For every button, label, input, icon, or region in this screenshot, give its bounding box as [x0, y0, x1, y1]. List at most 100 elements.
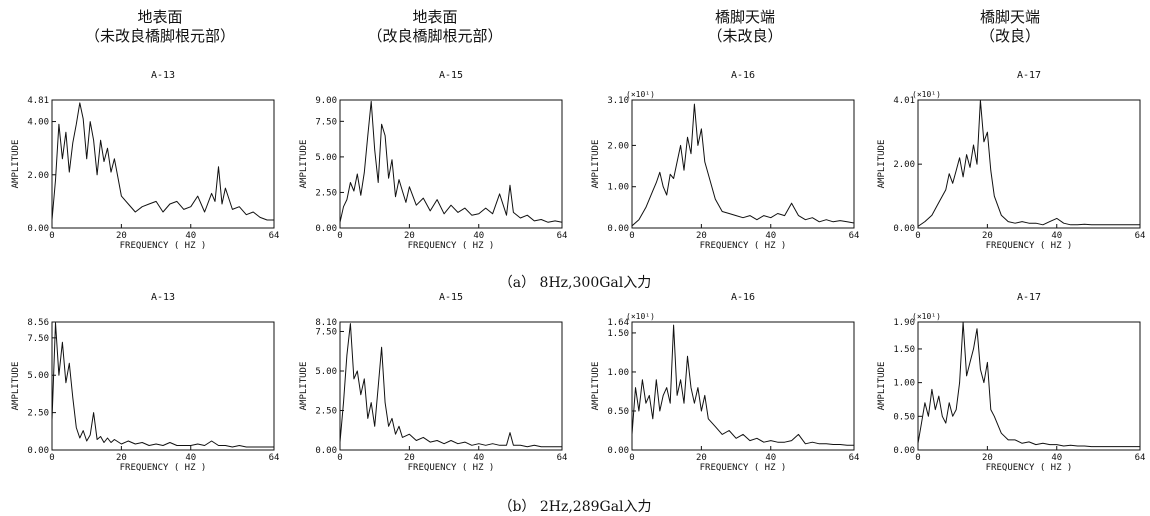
plot-6-title: A-15 — [439, 292, 463, 303]
plot-2-ytick-label-2: 5.00 — [315, 153, 337, 163]
plot-3-xtick-label-3: 64 — [849, 231, 860, 241]
plot-8-ylabel: AMPLITUDE — [877, 362, 887, 411]
column-title-4-line2: （改良） — [979, 27, 1040, 45]
plot-2-xtick-label-2: 40 — [473, 231, 484, 241]
plot-3-series-line-0 — [631, 103, 855, 227]
plot-3-ytick-label-2: 2.00 — [607, 141, 629, 151]
plot-6-xtick-label-3: 64 — [557, 453, 568, 463]
plot-1-xlabel: FREQUENCY ( HZ ) — [120, 241, 207, 251]
plot-8-ytick-label-1: 0.50 — [893, 412, 915, 422]
plot-6-ytick-label-0: 0.00 — [315, 446, 337, 456]
plot-1-xtick-label-3: 64 — [269, 231, 280, 241]
plot-2-series-line-0 — [339, 100, 563, 223]
plot-4-ytick-label-1: 2.00 — [893, 160, 915, 170]
plot-4-xlabel: FREQUENCY ( HZ ) — [986, 241, 1073, 251]
plot-6-frame — [339, 321, 563, 451]
plot-6-ytick-label-1: 2.50 — [315, 406, 337, 416]
plot-5-ytick-label-3: 7.50 — [27, 334, 49, 344]
plot-2-ytick-label-4: 9.00 — [315, 96, 337, 106]
plot-8-ytick-label-3: 1.50 — [893, 345, 915, 355]
plot-4-xtick-label-1: 20 — [982, 231, 993, 241]
plot-5-ytick-label-4: 8.56 — [27, 318, 49, 328]
plot-8-xtick-label-3: 64 — [1135, 453, 1146, 463]
plot-5-ytick-label-0: 0.00 — [27, 446, 49, 456]
plot-6-xtick-label-1: 20 — [404, 453, 415, 463]
plot-2-ytick-label-0: 0.00 — [315, 224, 337, 234]
plot-3-title: A-16 — [731, 70, 755, 81]
plot-7-title: A-16 — [731, 292, 755, 303]
plot-7-ytick-label-2: 1.00 — [607, 368, 629, 378]
plot-7-series-line-0 — [631, 324, 854, 446]
plot-7-ytick-label-0: 0.00 — [607, 446, 629, 456]
plot-3-xlabel: FREQUENCY ( HZ ) — [700, 241, 787, 251]
plot-1-series-line-0 — [51, 102, 274, 221]
plot-5-series-line-0 — [51, 322, 274, 448]
plot-7-xtick-label-0: 0 — [629, 453, 634, 463]
plot-2-ylabel: AMPLITUDE — [299, 140, 309, 189]
plot-5-ytick-label-1: 2.50 — [27, 409, 49, 419]
plot-4-title: A-17 — [1017, 70, 1041, 81]
plot-5-title: A-13 — [151, 292, 175, 303]
plot-8-xtick-label-0: 0 — [915, 453, 920, 463]
plot-4-ytick-label-0: 0.00 — [893, 224, 915, 234]
plot-6-xtick-label-0: 0 — [337, 453, 342, 463]
caption-a: （a） 8Hz,300Gal入力 — [498, 275, 652, 291]
plot-1-ylabel: AMPLITUDE — [11, 140, 21, 189]
plot-5-ylabel: AMPLITUDE — [11, 362, 21, 411]
plot-2-ytick-label-1: 2.50 — [315, 188, 337, 198]
plot-4-xtick-label-2: 40 — [1051, 231, 1062, 241]
plot-7-multiplier: (×10¹) — [626, 312, 655, 321]
plot-1-ytick-label-2: 4.00 — [27, 118, 49, 128]
plot-8-title: A-17 — [1017, 292, 1041, 303]
plot-2-xtick-label-0: 0 — [337, 231, 342, 241]
column-title-2: 地表面 （改良橋脚根元部） — [325, 8, 545, 46]
plot-7-ylabel: AMPLITUDE — [591, 362, 601, 411]
plot-6-xlabel: FREQUENCY ( HZ ) — [408, 463, 495, 473]
plot-3-xtick-label-2: 40 — [765, 231, 776, 241]
plot-8-xtick-label-1: 20 — [982, 453, 993, 463]
plot-5-xtick-label-2: 40 — [185, 453, 196, 463]
plot-8-ytick-label-2: 1.00 — [893, 379, 915, 389]
plot-4-series-line-0 — [917, 99, 1140, 227]
plot-5-frame — [51, 321, 275, 451]
plot-6-xtick-label-2: 40 — [473, 453, 484, 463]
plot-1-xtick-label-0: 0 — [49, 231, 54, 241]
plot-3-xtick-label-0: 0 — [629, 231, 634, 241]
plot-3-ylabel: AMPLITUDE — [591, 140, 601, 189]
plot-2-frame — [339, 99, 563, 229]
plot-1-title: A-13 — [151, 70, 175, 81]
plot-7-ytick-label-1: 0.50 — [607, 407, 629, 417]
plot-1-ytick-label-0: 0.00 — [27, 224, 49, 234]
plot-5-xtick-label-1: 20 — [116, 453, 127, 463]
plot-2-xtick-label-1: 20 — [404, 231, 415, 241]
column-title-3-line1: 橋脚天端 — [714, 8, 775, 26]
plot-7-ytick-label-4: 1.64 — [607, 318, 629, 328]
plot-8-ytick-label-4: 1.90 — [893, 318, 915, 328]
plot-4-frame — [917, 99, 1141, 229]
plot-2-xtick-label-3: 64 — [557, 231, 568, 241]
column-title-1-line2: （未改良橋脚根元部） — [84, 27, 235, 45]
plot-7-xtick-label-3: 64 — [849, 453, 860, 463]
column-title-2-line1: 地表面 — [412, 8, 458, 26]
plot-4-ytick-label-2: 4.01 — [893, 96, 915, 106]
plot-2-ytick-label-3: 7.50 — [315, 117, 337, 127]
plot-6-ytick-label-3: 7.50 — [315, 327, 337, 337]
plot-6-series-line-0 — [339, 323, 562, 448]
plot-4-multiplier: (×10¹) — [912, 90, 941, 99]
plot-7-xtick-label-2: 40 — [765, 453, 776, 463]
caption-b: （b） 2Hz,289Gal入力 — [498, 499, 652, 515]
column-title-1: 地表面 （未改良橋脚根元部） — [50, 8, 270, 46]
column-title-2-line2: （改良橋脚根元部） — [367, 27, 503, 45]
column-title-3-line2: （未改良） — [707, 27, 783, 45]
column-title-4: 橋脚天端 （改良） — [900, 8, 1120, 46]
plot-1-ytick-label-1: 2.00 — [27, 171, 49, 181]
plot-8-multiplier: (×10¹) — [912, 312, 941, 321]
plot-7-frame — [631, 321, 855, 451]
plot-6-ytick-label-2: 5.00 — [315, 367, 337, 377]
column-title-1-line1: 地表面 — [137, 8, 183, 26]
plot-5-xlabel: FREQUENCY ( HZ ) — [120, 463, 207, 473]
plot-1-ytick-label-3: 4.81 — [27, 96, 49, 106]
plot-6-ytick-label-4: 8.10 — [315, 318, 337, 328]
plot-4-ylabel: AMPLITUDE — [877, 140, 887, 189]
